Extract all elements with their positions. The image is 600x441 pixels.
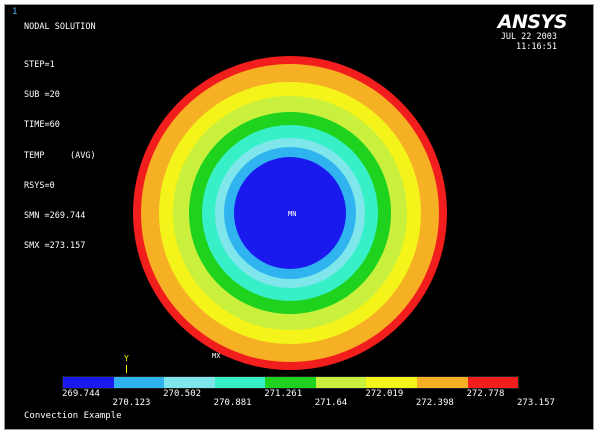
- legend-value-label: 270.502: [163, 389, 202, 399]
- window-number: 1: [12, 7, 18, 17]
- time-label: 11:16:51: [516, 42, 557, 52]
- vendor-logo: ANSYS: [497, 11, 568, 33]
- info-rsys: RSYS=0: [24, 180, 55, 191]
- legend-swatch: [164, 377, 215, 388]
- contour-legend-bar: [62, 376, 519, 389]
- legend-swatch: [366, 377, 417, 388]
- legend-swatch: [63, 377, 114, 388]
- plot-footer-title: Convection Example: [24, 411, 122, 421]
- y-axis-triad-label: Y: [124, 354, 129, 363]
- info-smx: SMX =273.157: [24, 241, 86, 252]
- legend-value-label: 269.744: [62, 389, 100, 399]
- solution-info-block: STEP=1 SUB =20 TIME=60 TEMP (AVG) RSYS=0…: [24, 40, 96, 271]
- result-title: NODAL SOLUTION: [24, 22, 96, 32]
- min-value-marker: MN: [288, 210, 297, 218]
- legend-value-label: 272.398: [415, 398, 454, 408]
- legend-value-label: 272.019: [365, 389, 404, 399]
- info-time: TIME=60: [24, 120, 60, 131]
- legend-value-label: 270.881: [213, 398, 252, 408]
- legend-value-label: 273.157: [517, 398, 555, 408]
- info-temp: TEMP (AVG): [24, 150, 96, 161]
- legend-value-label: 270.123: [112, 398, 151, 408]
- legend-swatch: [416, 377, 468, 388]
- contour-band-core: [234, 157, 346, 269]
- legend-value-label: 272.778: [466, 389, 505, 399]
- info-sub: SUB =20: [24, 90, 60, 101]
- y-axis-triad-line: [126, 365, 127, 373]
- graphics-window[interactable]: 1 NODAL SOLUTION STEP=1 SUB =20 TIME=60 …: [4, 4, 594, 430]
- legend-value-label: 271.64: [314, 398, 348, 408]
- max-value-marker: MX: [212, 352, 221, 360]
- legend-swatch: [113, 377, 165, 388]
- info-step: STEP=1: [24, 60, 55, 70]
- date-label: JUL 22 2003: [500, 32, 557, 42]
- legend-swatch: [214, 377, 266, 388]
- legend-swatch: [265, 377, 316, 388]
- legend-value-label: 271.261: [264, 389, 303, 399]
- legend-swatch: [315, 377, 367, 388]
- legend-swatch: [467, 377, 519, 388]
- info-smn: SMN =269.744: [24, 210, 86, 221]
- temperature-contour-plot: [133, 56, 447, 370]
